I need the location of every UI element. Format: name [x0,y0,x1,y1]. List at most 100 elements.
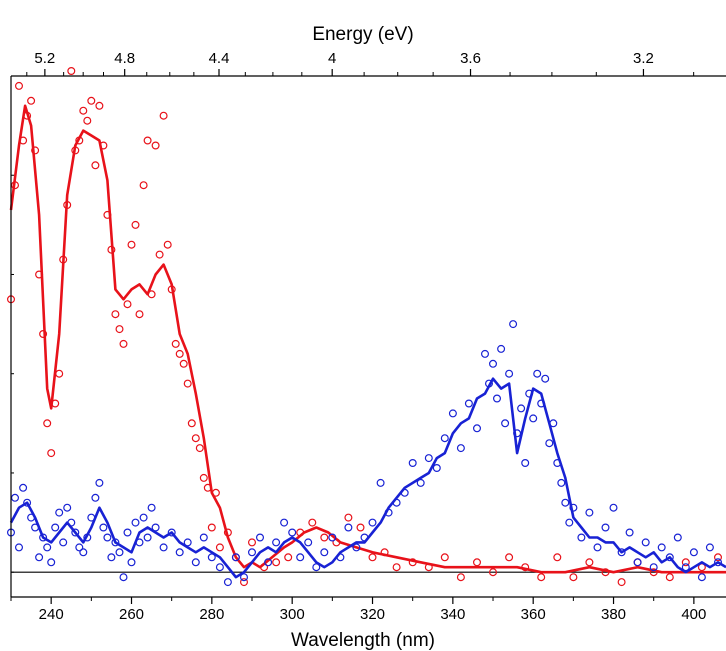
data-point [95,478,104,487]
data-point [440,553,449,562]
data-point [83,116,92,125]
data-point [609,503,618,512]
data-point [689,548,698,557]
data-point [215,543,224,552]
data-point [87,96,96,105]
bottom-axis-title: Wavelength (nm) [291,630,435,651]
data-point [35,553,44,562]
x2-tick-label: 4.8 [114,50,135,67]
data-point [617,548,626,557]
data-point [195,444,204,453]
data-point [159,111,168,120]
data-point [147,503,156,512]
series-layer [6,66,726,587]
data-point [521,459,530,468]
data-point [697,573,706,582]
data-point [143,533,152,542]
series-line [9,377,726,579]
data-point [31,146,40,155]
data-point [489,359,498,368]
data-point [272,558,281,567]
data-point [529,414,538,423]
data-point [408,459,417,468]
x2-tick-label: 5.2 [34,50,55,67]
data-point [159,543,168,552]
data-point [143,136,152,145]
data-point [67,66,76,75]
data-point [489,568,498,577]
data-point [99,523,108,532]
data-point [47,449,56,458]
data-point [320,548,329,557]
x-tick-label: 260 [119,606,144,623]
data-point [248,538,257,547]
data-point [368,553,377,562]
data-point [191,434,200,443]
data-point [187,419,196,428]
data-point [199,473,208,482]
x-tick-label: 320 [360,606,385,623]
x-tick-label: 280 [199,606,224,623]
data-point [541,374,550,383]
data-point [91,161,100,170]
data-point [641,538,650,547]
data-point [139,181,148,190]
data-point [23,498,32,507]
data-point [15,81,24,90]
data-point [231,553,240,562]
data-point [79,548,88,557]
data-point [308,518,317,527]
data-point [440,434,449,443]
data-point [537,573,546,582]
data-point [432,464,441,473]
data-point [199,533,208,542]
data-point [356,523,365,532]
top-axis-title: Energy (eV) [312,24,413,45]
data-point [59,538,68,547]
data-point [328,533,337,542]
data-point [131,518,140,527]
data-point [183,538,192,547]
data-point [456,573,465,582]
data-point [183,379,192,388]
data-point [296,553,305,562]
data-point [416,478,425,487]
data-point [15,543,24,552]
x-tick-label: 400 [681,606,706,623]
data-point [352,543,361,552]
data-point [111,310,120,319]
data-point [553,553,562,562]
data-point [95,101,104,110]
data-point [175,548,184,557]
data-point [256,533,265,542]
data-point [649,563,658,572]
series-0 [6,66,726,587]
data-point [304,538,313,547]
data-point [163,240,172,249]
data-point [344,523,353,532]
data-point [127,240,136,249]
data-point [533,369,542,378]
data-point [171,339,180,348]
data-point [288,528,297,537]
x-tick-label: 340 [440,606,465,623]
data-point [557,478,566,487]
data-point [55,369,64,378]
data-point [497,344,506,353]
data-point [545,439,554,448]
data-point [601,523,610,532]
x2-tick-label: 4 [328,50,336,67]
data-point [705,543,714,552]
data-point [139,513,148,522]
data-point [127,558,136,567]
data-point [673,533,682,542]
data-point [264,558,273,567]
data-point [501,419,510,428]
data-point [11,493,20,502]
data-point [115,548,124,557]
data-point [151,523,160,532]
data-point [368,518,377,527]
axes-layer: 240 260 280 300 320 340 360 380 400 5.2 4.8 4.4 4 3.6… [10,50,726,623]
data-point [448,409,457,418]
